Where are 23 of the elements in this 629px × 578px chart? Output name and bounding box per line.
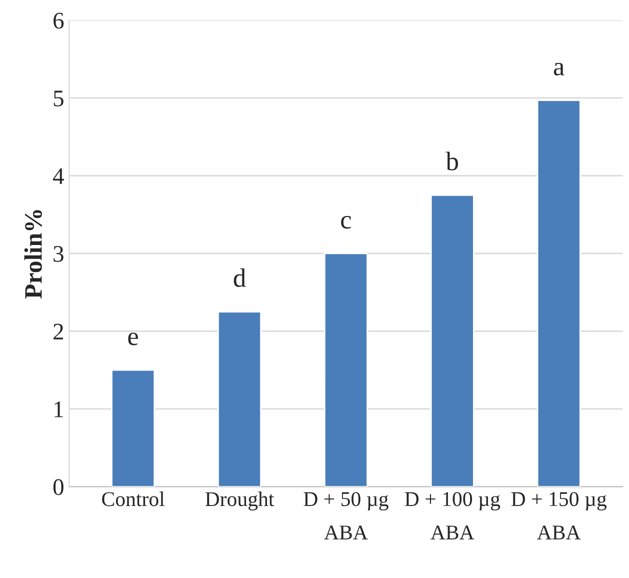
y-tick-label: 2 [54, 324, 64, 340]
annotation: d [234, 268, 246, 287]
bar [536, 100, 581, 487]
x-tick-label: Control [102, 492, 164, 506]
bar [324, 252, 368, 487]
x-tick-label: D + 150 µg ABA [511, 492, 606, 540]
annotation: e [128, 332, 138, 346]
annotation: a [554, 62, 564, 76]
bar [111, 369, 156, 487]
y-tick-label: 1 [54, 402, 63, 418]
y-axis-title: Prolin% [24, 210, 42, 299]
y-tick-label: 5 [54, 90, 64, 106]
y-tick-label: 4 [52, 168, 64, 184]
bar [430, 194, 474, 487]
x-tick-label: D + 100 µg ABA [404, 492, 500, 540]
x-tick-label: Drought [205, 492, 274, 510]
y-tick-label: 3 [54, 246, 64, 262]
x-tick-label: D + 50 µg ABA [304, 492, 388, 540]
bar [218, 311, 262, 487]
annotation: b [446, 152, 458, 170]
y-tick-label: 0 [53, 479, 64, 496]
y-tick-label: 6 [54, 12, 64, 29]
annotation: c [341, 216, 351, 229]
